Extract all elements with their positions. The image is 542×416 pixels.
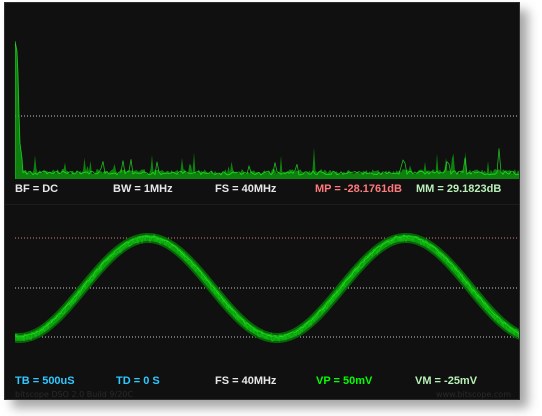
- waveform-trace: [15, 233, 519, 343]
- bitscope-dso-window: BF = DC BW = 1MHz FS = 40MHz MP = -28.17…: [4, 2, 520, 400]
- spectrum-panel: BF = DC BW = 1MHz FS = 40MHz MP = -28.17…: [5, 3, 519, 205]
- fs-readout-spectrum: FS = 40MHz: [215, 183, 277, 195]
- footer: bitscope DSO 2.0 Build 9/20C www.bitscop…: [15, 389, 511, 399]
- td-readout: TD = 0 S: [116, 375, 160, 387]
- spectrum-svg: [15, 3, 519, 179]
- spectrum-trace: [15, 40, 519, 179]
- vm-readout: VM = -25mV: [415, 375, 478, 387]
- spectrum-readout-row: BF = DC BW = 1MHz FS = 40MHz MP = -28.17…: [5, 180, 519, 198]
- waveform-background: [15, 210, 519, 370]
- waveform-panel: TB = 500uS TD = 0 S FS = 40MHz VP = 50mV…: [5, 205, 519, 399]
- tb-readout: TB = 500uS: [15, 375, 75, 387]
- website-watermark: www.bitscope.com: [436, 390, 511, 399]
- mp-readout: MP = -28.1761dB: [315, 183, 402, 195]
- bf-readout: BF = DC: [15, 183, 59, 195]
- vp-readout: VP = 50mV: [316, 375, 373, 387]
- mm-readout: MM = 29.1823dB: [416, 183, 502, 195]
- waveform-plot: [15, 210, 519, 370]
- bw-readout: BW = 1MHz: [113, 183, 173, 195]
- spectrum-noise-fill: [15, 41, 519, 179]
- waveform-highlight: [15, 235, 519, 338]
- spectrum-plot: [15, 3, 519, 179]
- spectrum-background: [15, 3, 519, 179]
- waveform-readout-row: TB = 500uS TD = 0 S FS = 40MHz VP = 50mV…: [5, 372, 519, 390]
- fs-readout-waveform: FS = 40MHz: [215, 375, 277, 387]
- waveform-svg: [15, 210, 519, 370]
- build-label: bitscope DSO 2.0 Build 9/20C: [15, 390, 133, 399]
